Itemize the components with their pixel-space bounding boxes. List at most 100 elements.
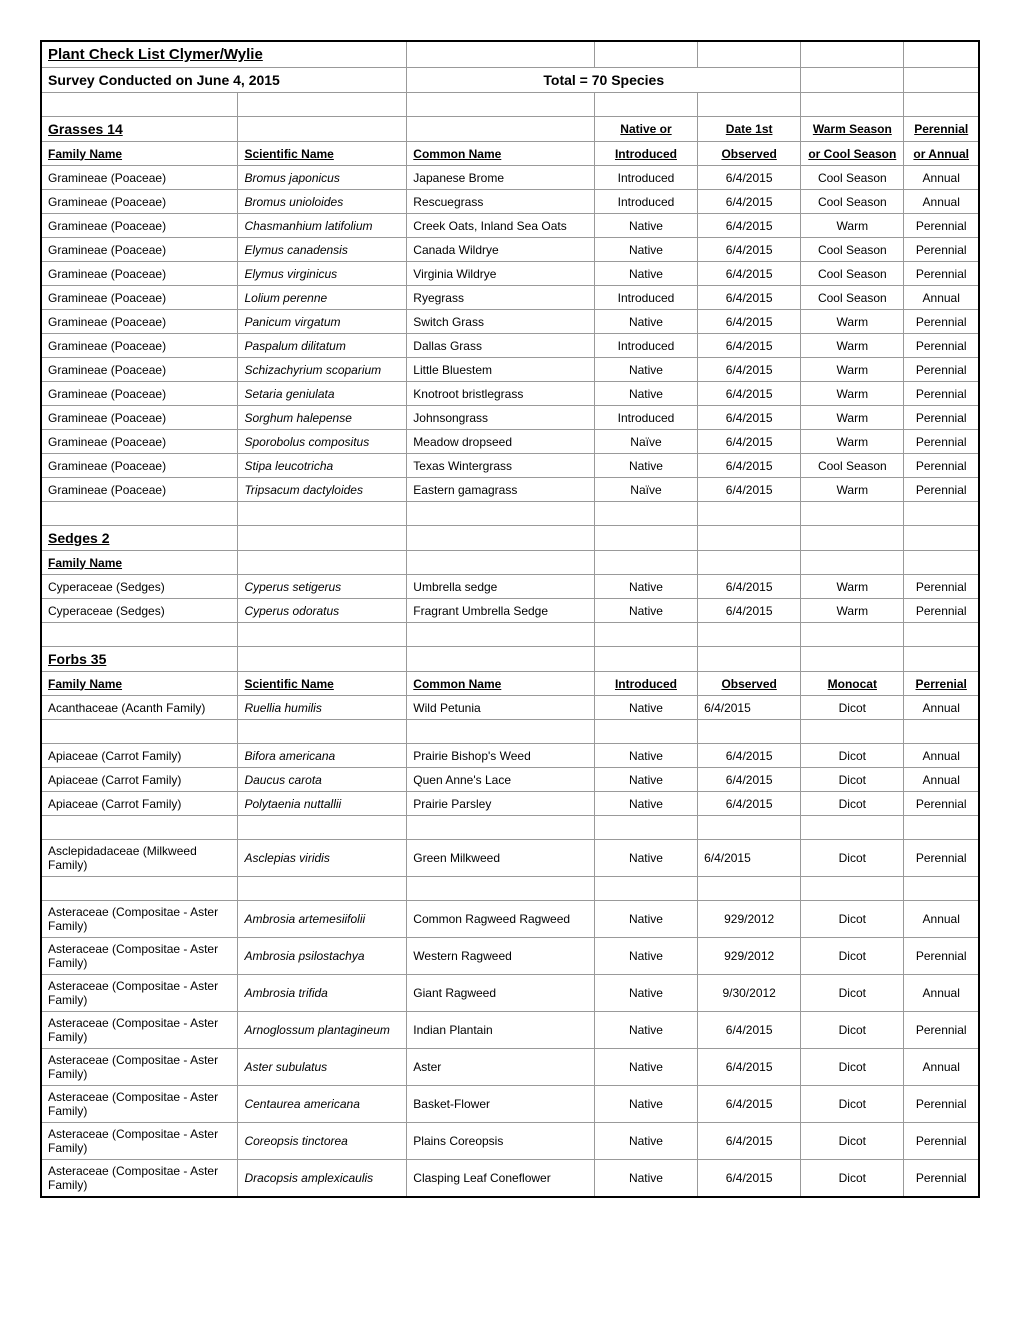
common-cell: Japanese Brome: [407, 166, 595, 190]
family-cell: Asteraceae (Compositae - Aster Family): [41, 1049, 238, 1086]
family-cell: Cyperaceae (Sedges): [41, 599, 238, 623]
type-cell: Annual: [904, 768, 979, 792]
introduced-header: Introduced: [594, 672, 697, 696]
common-cell: Plains Coreopsis: [407, 1123, 595, 1160]
season-cell: Dicot: [801, 1160, 904, 1198]
grasses-column-header: Family Name Scientific Name Common Name …: [41, 142, 979, 166]
scientific-cell: Arnoglossum plantagineum: [238, 1012, 407, 1049]
date-cell: 6/4/2015: [698, 599, 801, 623]
scientific-cell: Chasmanhium latifolium: [238, 214, 407, 238]
type-cell: Perennial: [904, 382, 979, 406]
scientific-cell: Elymus canadensis: [238, 238, 407, 262]
date-cell: 6/4/2015: [698, 840, 801, 877]
type-cell: Perennial: [904, 214, 979, 238]
type-cell: Perennial: [904, 1086, 979, 1123]
common-cell: Meadow dropseed: [407, 430, 595, 454]
native-cell: Naïve: [594, 478, 697, 502]
native-cell: Native: [594, 358, 697, 382]
season-cell: Warm: [801, 575, 904, 599]
grasses-title: Grasses 14: [41, 117, 238, 142]
scientific-cell: Elymus virginicus: [238, 262, 407, 286]
type-cell: Perennial: [904, 238, 979, 262]
family-cell: Gramineae (Poaceae): [41, 286, 238, 310]
family-cell: Acanthaceae (Acanth Family): [41, 696, 238, 720]
common-cell: Prairie Bishop's Weed: [407, 744, 595, 768]
date-cell: 6/4/2015: [698, 310, 801, 334]
family-cell: Gramineae (Poaceae): [41, 454, 238, 478]
table-row: Asteraceae (Compositae - Aster Family)Am…: [41, 938, 979, 975]
table-row: Gramineae (Poaceae)Sporobolus compositus…: [41, 430, 979, 454]
common-cell: Canada Wildrye: [407, 238, 595, 262]
type-cell: Perennial: [904, 334, 979, 358]
scientific-cell: Setaria geniulata: [238, 382, 407, 406]
native-cell: Native: [594, 1086, 697, 1123]
scientific-cell: Asclepias viridis: [238, 840, 407, 877]
family-cell: Apiaceae (Carrot Family): [41, 768, 238, 792]
sedges-title: Sedges 2: [41, 526, 238, 551]
date-cell: 6/4/2015: [698, 478, 801, 502]
scientific-cell: Coreopsis tinctorea: [238, 1123, 407, 1160]
season-cell: Dicot: [801, 744, 904, 768]
common-cell: Aster: [407, 1049, 595, 1086]
season-cell: Dicot: [801, 1049, 904, 1086]
scientific-cell: Dracopsis amplexicaulis: [238, 1160, 407, 1198]
scientific-cell: Tripsacum dactyloides: [238, 478, 407, 502]
family-cell: Asclepidadaceae (Milkweed Family): [41, 840, 238, 877]
table-row: Cyperaceae (Sedges)Cyperus setigerusUmbr…: [41, 575, 979, 599]
common-cell: Knotroot bristlegrass: [407, 382, 595, 406]
common-cell: Fragrant Umbrella Sedge: [407, 599, 595, 623]
table-row: Apiaceae (Carrot Family)Polytaenia nutta…: [41, 792, 979, 816]
native-cell: Native: [594, 792, 697, 816]
table-row: Asclepidadaceae (Milkweed Family)Asclepi…: [41, 840, 979, 877]
table-row: Cyperaceae (Sedges)Cyperus odoratusFragr…: [41, 599, 979, 623]
common-cell: Dallas Grass: [407, 334, 595, 358]
native-cell: Introduced: [594, 190, 697, 214]
type-cell: Annual: [904, 696, 979, 720]
type-cell: Perennial: [904, 406, 979, 430]
family-cell: Asteraceae (Compositae - Aster Family): [41, 901, 238, 938]
type-cell: Perennial: [904, 938, 979, 975]
family-cell: Gramineae (Poaceae): [41, 478, 238, 502]
date-cell: 6/4/2015: [698, 286, 801, 310]
type-cell: Annual: [904, 286, 979, 310]
warm-season-header: Warm Season: [801, 117, 904, 142]
plant-checklist-table: Plant Check List Clymer/Wylie Survey Con…: [40, 40, 980, 1198]
season-cell: Dicot: [801, 901, 904, 938]
season-cell: Dicot: [801, 975, 904, 1012]
family-cell: Asteraceae (Compositae - Aster Family): [41, 1012, 238, 1049]
native-cell: Native: [594, 454, 697, 478]
common-cell: Rescuegrass: [407, 190, 595, 214]
date-cell: 6/4/2015: [698, 358, 801, 382]
survey-date: Survey Conducted on June 4, 2015: [41, 68, 407, 93]
scientific-cell: Ruellia humilis: [238, 696, 407, 720]
scientific-cell: Aster subulatus: [238, 1049, 407, 1086]
or-annual-header: or Annual: [904, 142, 979, 166]
table-row: Asteraceae (Compositae - Aster Family)Am…: [41, 901, 979, 938]
common-cell: Johnsongrass: [407, 406, 595, 430]
date-cell: 6/4/2015: [698, 1160, 801, 1198]
table-row: Gramineae (Poaceae)Bromus unioloidesResc…: [41, 190, 979, 214]
native-cell: Native: [594, 975, 697, 1012]
family-header: Family Name: [41, 672, 238, 696]
scientific-cell: Centaurea americana: [238, 1086, 407, 1123]
native-cell: Native: [594, 840, 697, 877]
date-cell: 6/4/2015: [698, 792, 801, 816]
season-cell: Dicot: [801, 1086, 904, 1123]
native-cell: Introduced: [594, 406, 697, 430]
table-row: Asteraceae (Compositae - Aster Family)Ce…: [41, 1086, 979, 1123]
scientific-cell: Cyperus setigerus: [238, 575, 407, 599]
type-cell: Perennial: [904, 358, 979, 382]
type-cell: Perennial: [904, 430, 979, 454]
season-cell: Warm: [801, 430, 904, 454]
observed-header: Observed: [698, 672, 801, 696]
season-cell: Dicot: [801, 792, 904, 816]
type-cell: Perennial: [904, 575, 979, 599]
date-cell: 6/4/2015: [698, 744, 801, 768]
common-cell: Little Bluestem: [407, 358, 595, 382]
scientific-cell: Bromus unioloides: [238, 190, 407, 214]
total-species: Total = 70 Species: [407, 68, 801, 93]
scientific-cell: Panicum virgatum: [238, 310, 407, 334]
family-cell: Cyperaceae (Sedges): [41, 575, 238, 599]
or-cool-header: or Cool Season: [801, 142, 904, 166]
table-row: Asteraceae (Compositae - Aster Family)Co…: [41, 1123, 979, 1160]
